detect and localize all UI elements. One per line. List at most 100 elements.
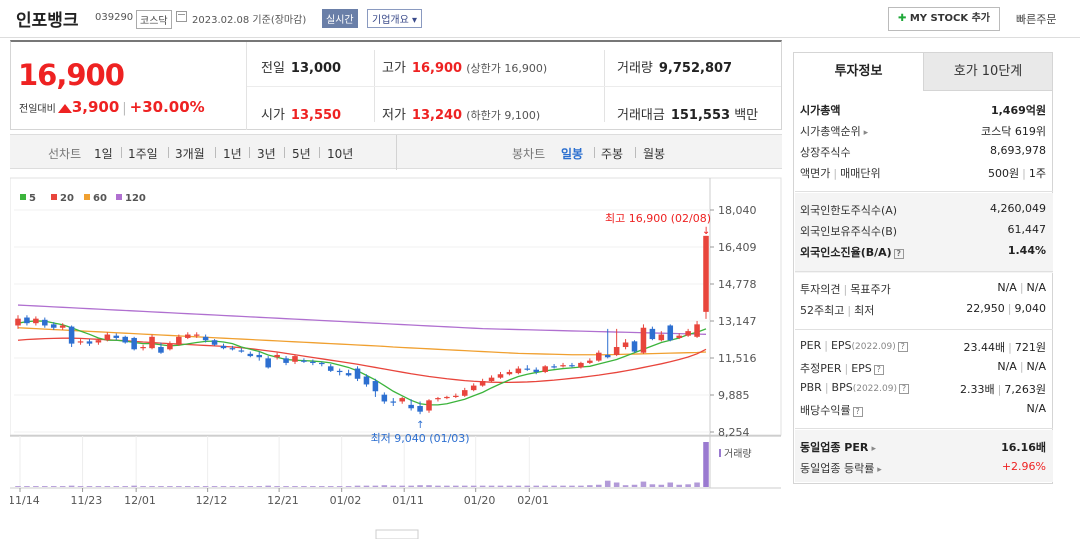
line-chart-tab[interactable]: 선차트 — [48, 147, 82, 161]
volume-bar — [95, 486, 102, 487]
tab-orderbook[interactable]: 호가 10단계 — [924, 53, 1052, 91]
volume-bar — [613, 482, 620, 487]
volume-bar — [292, 486, 298, 487]
candle-body — [184, 334, 191, 338]
help-icon[interactable]: ? — [852, 407, 863, 417]
info-row: 외국인보유주식수(B) 61,447 — [800, 221, 1046, 241]
amount-unit: 백만 — [734, 108, 759, 123]
info-key-label[interactable]: 시가총액순위 — [800, 125, 861, 138]
candle-body — [104, 334, 111, 341]
info-row: PBR | BPS(2022.09)? 2.33배 | 7,263원 — [800, 379, 1046, 399]
info-key-label: 배당수익률 — [800, 404, 851, 417]
info-key-label: 52주최고 — [800, 304, 845, 317]
candle-weekly[interactable]: 주봉 — [601, 147, 624, 161]
info-key-label-2: 매매단위 — [840, 167, 881, 180]
help-icon[interactable]: ? — [898, 384, 909, 394]
candle-body — [649, 328, 656, 340]
candle-body — [292, 356, 298, 362]
stock-chart[interactable]: 18,040 16,409 14,778 13,147 11,516 9,885 8,254… — [8, 170, 782, 539]
volume-bar — [265, 485, 271, 487]
period-10y[interactable]: 10년 — [327, 147, 354, 161]
volume-legend-swatch — [719, 449, 721, 457]
realtime-button[interactable]: 실시간 — [322, 9, 358, 28]
candle-body — [345, 373, 352, 376]
candle-daily[interactable]: 일봉 — [561, 147, 584, 161]
x-tick-label: 11/14 — [10, 494, 40, 507]
info-row: 52주최고 | 최저 22,950 | 9,040 — [800, 300, 1046, 320]
candle-body — [569, 365, 575, 367]
period-1d[interactable]: 1일 — [94, 147, 113, 161]
legend-label: 120 — [125, 193, 146, 204]
info-row: 동일업종 PER ▸ 16.16배 — [800, 437, 1046, 457]
info-value: 8,693,978 — [990, 144, 1046, 157]
amount-label: 거래대금 — [617, 108, 665, 123]
volume-bar — [426, 485, 432, 487]
volume-bar — [193, 486, 200, 487]
info-value-main: 8,693,978 — [990, 144, 1046, 157]
volume-bar — [435, 485, 441, 487]
prev-close-label: 전일 — [261, 61, 285, 76]
period-5y[interactable]: 5년 — [292, 147, 311, 161]
period-1w[interactable]: 1주일 — [128, 147, 158, 161]
volume-bar — [202, 486, 209, 487]
help-icon[interactable]: ? — [897, 342, 908, 352]
candle-body — [363, 376, 370, 385]
candle-body — [68, 326, 75, 344]
info-row: 시가총액 1,469억원 — [800, 100, 1046, 120]
candle-body — [167, 343, 173, 350]
candle-body — [685, 331, 691, 336]
x-tick-label: 12/21 — [267, 494, 299, 507]
candle-body — [77, 341, 84, 343]
volume-bar — [381, 485, 388, 487]
info-key-label[interactable]: 동일업종 PER — [800, 441, 869, 454]
candle-monthly[interactable]: 월봉 — [643, 147, 666, 161]
volume-bar — [104, 486, 111, 487]
volume-bar — [77, 486, 84, 487]
volume-bar — [327, 486, 334, 487]
period-1y[interactable]: 1년 — [223, 147, 242, 161]
stock-code: 039290 — [95, 12, 134, 23]
info-key-label: 추정PER — [800, 362, 842, 375]
info-key-label: 외국인한도주식수(A) — [800, 204, 898, 217]
volume-bar — [176, 486, 182, 487]
info-row: 동일업종 등락률 ▸ +2.96% — [800, 458, 1046, 478]
candle-body — [515, 368, 522, 374]
volume-bar — [336, 486, 343, 487]
candle-body — [408, 404, 414, 409]
info-key: 외국인소진율(B/A)? — [800, 244, 904, 260]
company-overview-dropdown[interactable]: 기업개요 ▾ — [367, 9, 423, 28]
info-key-label-2: 목표주가 — [850, 283, 891, 296]
volume-bar — [551, 485, 557, 487]
help-icon[interactable]: ? — [873, 365, 884, 375]
open-label: 시가 — [261, 108, 285, 123]
my-stock-add-button[interactable]: ✚ MY STOCK 추가 — [888, 7, 1000, 31]
volume-bar — [33, 486, 39, 487]
ma120-line — [17, 304, 707, 335]
volume-bar — [506, 485, 513, 487]
info-key-label[interactable]: 동일업종 등락률 — [800, 462, 875, 475]
period-3y[interactable]: 3년 — [257, 147, 276, 161]
chart-scroll-handle[interactable] — [375, 529, 419, 539]
market-badge: 코스닥 — [136, 10, 172, 29]
info-value-main: 500원 — [988, 167, 1020, 180]
info-value: N/A | N/A — [997, 281, 1046, 294]
investment-info-panel: 투자정보 호가 10단계 시가총액 1,469억원 시가총액순위 ▸ 코스닥 619위… — [793, 52, 1053, 484]
x-tick-label: 01/11 — [392, 494, 424, 507]
candle-body — [59, 325, 66, 328]
tab-investment-info[interactable]: 투자정보 — [794, 53, 924, 91]
help-icon[interactable]: ? — [893, 249, 904, 259]
volume-bar — [122, 486, 128, 487]
info-value-2: 721원 — [1014, 341, 1046, 354]
volume-bar — [694, 482, 700, 487]
candle-body — [327, 366, 334, 371]
candle-chart-tab[interactable]: 봉차트 — [512, 147, 546, 161]
volume-bar — [247, 486, 254, 487]
volume-bar — [86, 486, 93, 487]
period-3m[interactable]: 3개월 — [175, 147, 205, 161]
info-value-2: 7,263원 — [1004, 383, 1046, 396]
quick-order-link[interactable]: 빠른주문 — [1016, 13, 1057, 26]
candle-body — [131, 337, 137, 350]
candle-body — [50, 324, 57, 328]
volume-bar — [470, 485, 477, 487]
info-key-label: PBR — [800, 381, 822, 394]
